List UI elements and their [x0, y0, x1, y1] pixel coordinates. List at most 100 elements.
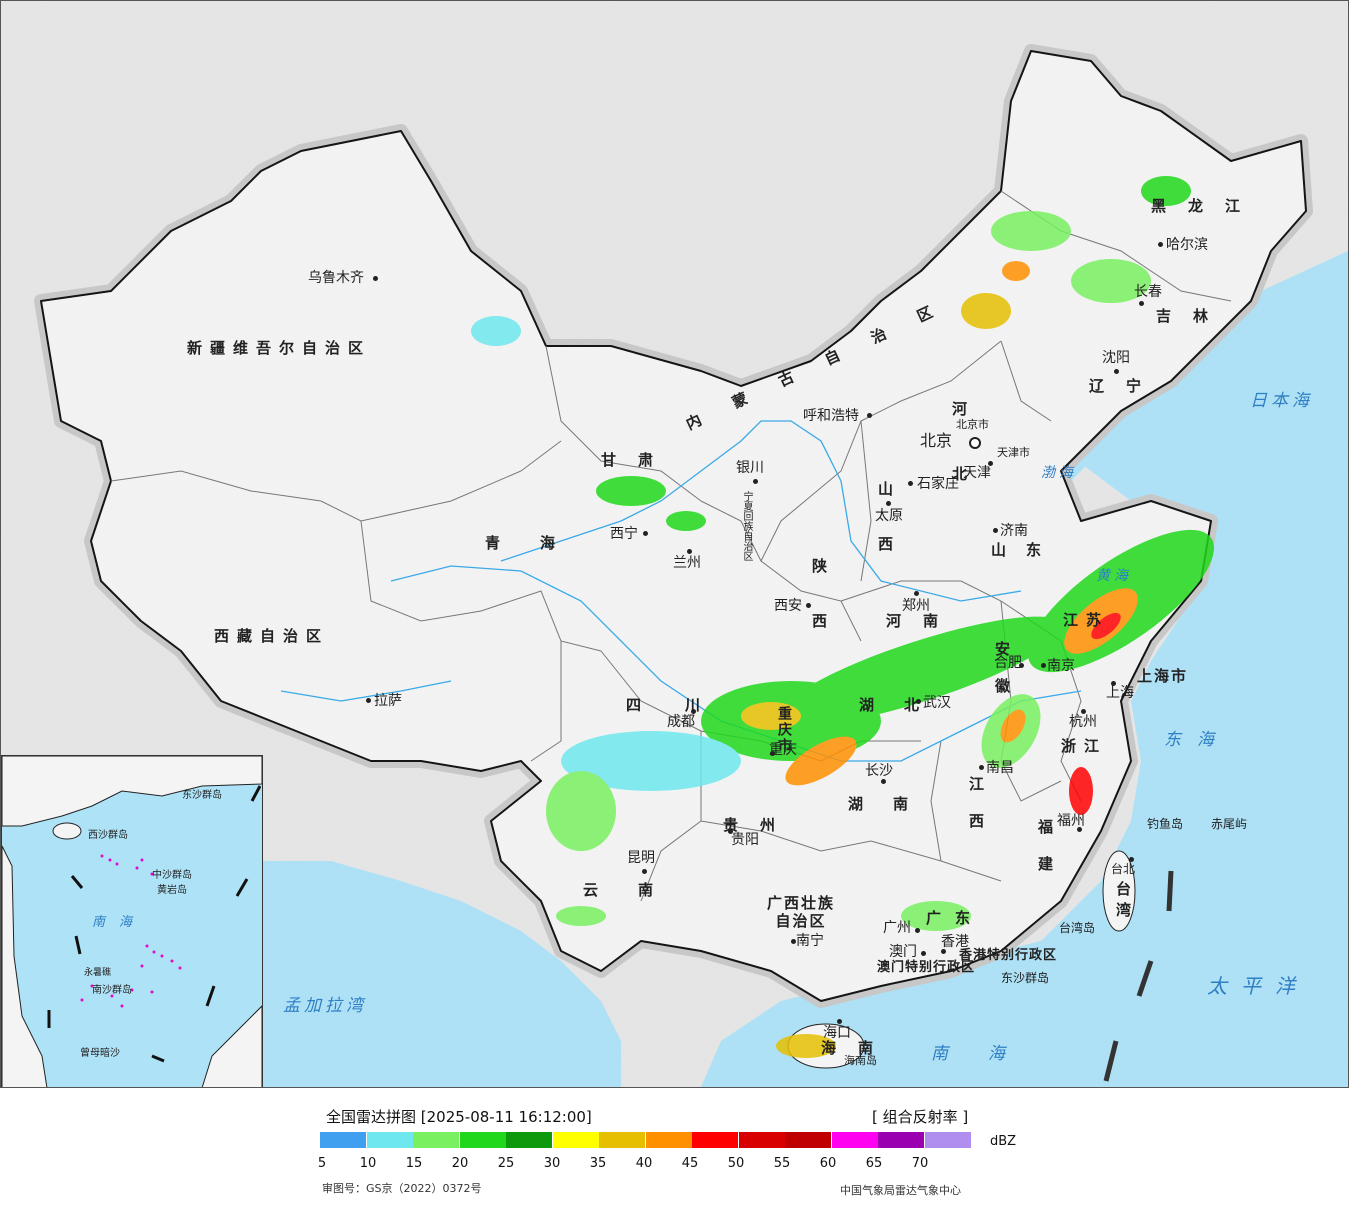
region-label-jiangxi: 江西: [967, 776, 985, 850]
region-label-liaoning: 辽宁: [1089, 377, 1164, 395]
city-taiyuan: 太原: [875, 508, 903, 524]
legend-swatch: [599, 1132, 645, 1148]
nine-dash-line: [1103, 870, 1174, 1082]
legend-tick-label: 15: [405, 1156, 423, 1171]
region-label-zhejiang: 浙江: [1061, 737, 1108, 755]
city-tianjin: 天津: [963, 465, 991, 481]
region-label-hainan: 海南: [821, 1039, 896, 1057]
inset-label-nansha: 南沙群岛: [92, 985, 132, 996]
region-label-jilin: 吉林: [1156, 307, 1231, 325]
legend-tick-label: 20: [451, 1156, 469, 1171]
region-label-taiwan: 台湾: [1114, 881, 1132, 923]
inset-label-dongsha: 东沙群岛: [182, 790, 222, 801]
region-label-shanghai: 上海市: [1137, 667, 1189, 685]
region-label-gansu: 甘肃: [601, 451, 676, 469]
region-label-henan: 河南: [886, 612, 961, 630]
region-label-yunnan: 云南: [583, 881, 694, 899]
region-label-beijing: 北京市: [956, 418, 989, 431]
legend-unit: dBZ: [990, 1134, 1017, 1149]
legend-swatch: [738, 1132, 785, 1148]
inset-label-south-sea: 南海: [92, 915, 147, 930]
legend-tick-label: 50: [727, 1156, 745, 1171]
legend-tick-label: 35: [589, 1156, 607, 1171]
legend-swatch: [459, 1132, 506, 1148]
city-hangzhou: 杭州: [1069, 714, 1097, 730]
legend-product: [ 组合反射率 ]: [872, 1108, 969, 1126]
island-diaoyu: 钓鱼岛: [1147, 817, 1184, 831]
inset-canvas: [2, 756, 262, 1087]
sea-label-japan: 日本海: [1250, 391, 1313, 411]
city-jinan: 济南: [1000, 523, 1028, 539]
region-label-shandong: 山东: [991, 541, 1062, 559]
island-chiwei: 赤尾屿: [1211, 817, 1248, 831]
city-shijiazhuang: 石家庄: [917, 476, 959, 492]
legend-swatch: [506, 1132, 552, 1148]
region-label-tianjin: 天津市: [997, 446, 1030, 459]
city-lhasa: 拉萨: [374, 693, 402, 709]
legend-swatch: [552, 1132, 599, 1148]
city-lanzhou: 兰州: [673, 555, 701, 571]
legend-swatch: [831, 1132, 878, 1148]
inset-label-yongshu: 永暑礁: [84, 968, 112, 978]
region-label-hongkong: 香港特别行政区: [959, 948, 1058, 963]
legend-swatch: [785, 1132, 831, 1148]
legend-swatch: [645, 1132, 692, 1148]
city-changsha: 长沙: [865, 763, 893, 779]
legend-tick-label: 60: [819, 1156, 837, 1171]
city-beijing: 北京: [920, 431, 953, 450]
inset-label-zengmu: 曾母暗沙: [80, 1048, 120, 1059]
legend-panel: 全国雷达拼图 [2025-08-11 16:12:00] [ 组合反射率 ] d…: [0, 1088, 1349, 1208]
region-label-guangdong: 广东: [926, 909, 985, 927]
region-label-shanxi: 山西: [876, 481, 894, 591]
legend-swatch: [924, 1132, 971, 1148]
legend-tick-label: 70: [911, 1156, 929, 1171]
legend-swatch: [320, 1132, 366, 1148]
city-hohhot: 呼和浩特: [803, 408, 859, 424]
city-urumqi: 乌鲁木齐: [308, 270, 364, 286]
region-label-hubei: 湖北: [859, 696, 950, 714]
sea-label-pacific: 太平洋: [1207, 974, 1309, 998]
city-wuhan: 武汉: [923, 695, 951, 711]
legend-tick-label: 40: [635, 1156, 653, 1171]
region-label-shaanxi: 陕西: [810, 558, 828, 668]
legend-tick-label: 30: [543, 1156, 561, 1171]
legend-tick-label: 45: [681, 1156, 699, 1171]
region-label-anhui: 安徽: [993, 641, 1011, 715]
sea-label-yellow: 黄海: [1096, 568, 1132, 584]
source-credit: 中国气象局雷达气象中心: [840, 1184, 961, 1197]
city-chongqing: 重庆: [769, 742, 797, 758]
sea-label-bengal: 孟加拉湾: [283, 996, 367, 1016]
legend-tick-label: 10: [359, 1156, 377, 1171]
inset-label-zhongsha: 中沙群岛: [152, 870, 192, 881]
region-label-macau: 澳门特别行政区: [877, 960, 976, 975]
city-harbin: 哈尔滨: [1166, 237, 1208, 253]
region-label-jiangsu: 江苏: [1063, 611, 1110, 629]
city-changchun: 长春: [1134, 284, 1162, 300]
legend-tick-label: 5: [317, 1156, 327, 1171]
city-shenyang: 沈阳: [1102, 350, 1130, 366]
legend-tick-label: 65: [865, 1156, 883, 1171]
region-label-hunan: 湖南: [848, 795, 939, 813]
city-zhengzhou: 郑州: [902, 598, 930, 614]
taiwan-island: [1102, 850, 1136, 932]
inset-label-huangyan: 黄岩岛: [157, 885, 187, 896]
city-hefei: 合肥: [994, 655, 1022, 671]
legend-swatch: [878, 1132, 924, 1148]
city-guiyang: 贵阳: [731, 832, 759, 848]
inset-label-xisha: 西沙群岛: [88, 830, 128, 841]
approval-number: 审图号：GS京（2022）0372号: [322, 1182, 482, 1195]
legend-tick-label: 25: [497, 1156, 515, 1171]
legend-title: 全国雷达拼图 [2025-08-11 16:12:00]: [326, 1108, 592, 1126]
region-label-qinghai: 青海: [485, 534, 596, 552]
region-label-guangxi: 广西壮族自治区: [766, 894, 835, 930]
region-label-guizhou: 贵州: [723, 816, 798, 834]
city-haikou: 海口: [823, 1025, 851, 1041]
legend-swatch: [692, 1132, 738, 1148]
region-label-chongqing: 重庆市: [776, 706, 792, 754]
radar-map[interactable]: 新疆维吾尔自治区 西藏自治区 青海 甘肃 内蒙古自治区 黑龙江 吉林 辽宁 河北…: [0, 0, 1349, 1088]
city-xining: 西宁: [610, 526, 638, 542]
city-fuzhou: 福州: [1057, 813, 1085, 829]
legend-tick-label: 55: [773, 1156, 791, 1171]
radar-echoes: [471, 176, 1214, 1058]
region-label-xizang: 西藏自治区: [214, 627, 330, 645]
